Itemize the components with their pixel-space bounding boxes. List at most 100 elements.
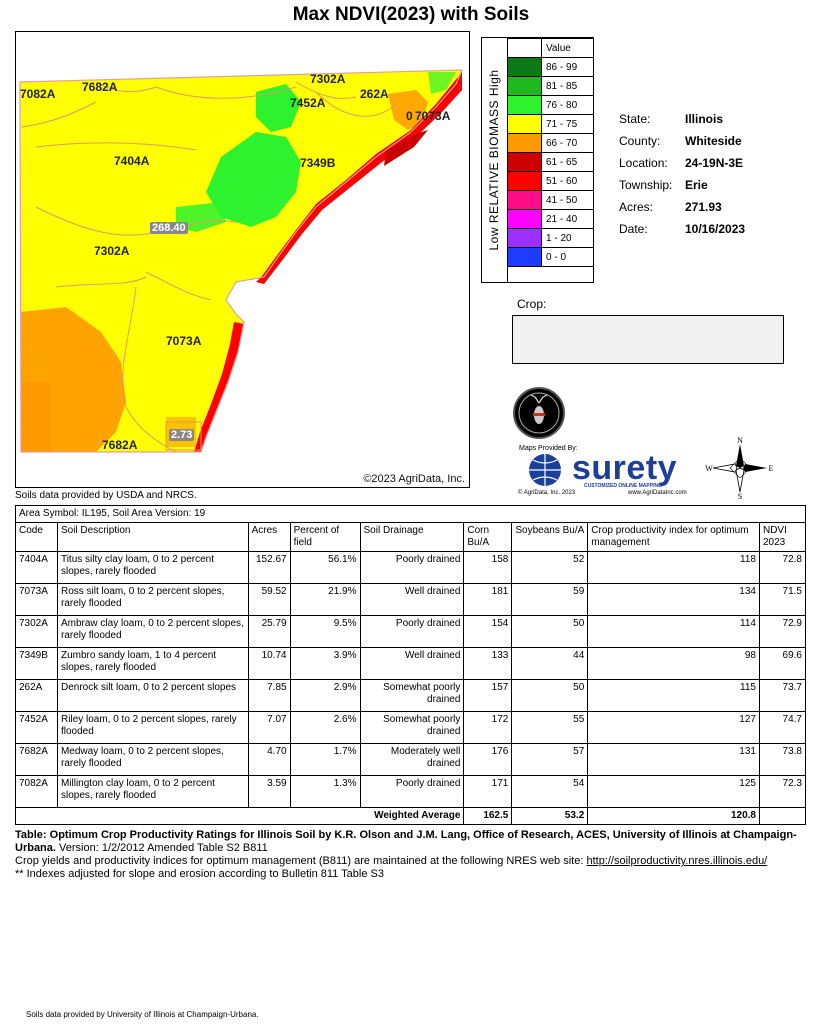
cell-pct: 1.3% bbox=[289, 775, 361, 808]
cell-drainage: Poorly drained bbox=[359, 615, 465, 648]
cell-soy: 50 bbox=[511, 679, 589, 712]
header-code: Code bbox=[15, 522, 58, 552]
township-key: Township: bbox=[619, 178, 673, 192]
date-key: Date: bbox=[619, 222, 648, 236]
soil-table: Area Symbol: IL195, Soil Area Version: 1… bbox=[14, 505, 807, 825]
compass-rose-icon: N S E W bbox=[705, 436, 775, 501]
map-copyright: ©2023 AgriData, Inc. bbox=[363, 473, 465, 485]
table-footnotes: Table: Optimum Crop Productivity Ratings… bbox=[15, 829, 810, 881]
map-label-zero: 0 bbox=[406, 109, 413, 123]
location-value: 24-19N-3E bbox=[685, 156, 744, 170]
nres-link[interactable]: http://soilproductivity.nres.illinois.ed… bbox=[586, 855, 768, 867]
weighted-corn: 162.5 bbox=[463, 807, 513, 825]
legend-swatch bbox=[507, 152, 542, 172]
legend-header: Value bbox=[541, 38, 594, 58]
weighted-ndvi bbox=[758, 807, 807, 825]
cell-drainage: Well drained bbox=[359, 647, 465, 680]
county-key: County: bbox=[619, 134, 661, 148]
cell-desc: Millington clay loam, 0 to 2 percent slo… bbox=[56, 775, 249, 808]
legend-range: 71 - 75 bbox=[541, 114, 594, 134]
header-drainage: Soil Drainage bbox=[359, 522, 465, 552]
acres-key: Acres: bbox=[619, 200, 654, 214]
cell-drainage: Well drained bbox=[359, 583, 465, 616]
header-acres: Acres bbox=[247, 522, 291, 552]
legend-row: 0 - 0 bbox=[507, 247, 594, 267]
cell-cpi: 118 bbox=[587, 551, 760, 584]
header-desc: Soil Description bbox=[56, 522, 249, 552]
cell-pct: 1.7% bbox=[289, 743, 361, 776]
legend-row: 61 - 65 bbox=[507, 152, 594, 172]
weighted-soy: 53.2 bbox=[511, 807, 589, 825]
cell-drainage: Somewhat poorly drained bbox=[359, 711, 465, 744]
acres-value: 271.93 bbox=[685, 200, 722, 214]
ndvi-map[interactable]: 7082A 7682A 7302A 7452A 262A 0 7073A 740… bbox=[15, 31, 470, 488]
cell-desc: Ambraw clay loam, 0 to 2 percent slopes,… bbox=[56, 615, 249, 648]
table-row: 7452A Riley loam, 0 to 2 percent slopes, … bbox=[15, 711, 807, 744]
legend-range: 81 - 85 bbox=[541, 76, 594, 96]
cell-ndvi: 69.6 bbox=[758, 647, 807, 680]
cell-acres: 25.79 bbox=[247, 615, 291, 648]
header-ndvi: NDVI 2023 bbox=[758, 522, 807, 552]
legend-row: 71 - 75 bbox=[507, 114, 594, 134]
footnote-1: Table: Optimum Crop Productivity Ratings… bbox=[15, 829, 810, 855]
footnote-2-text: Crop yields and productivity indices for… bbox=[15, 855, 587, 867]
soil-label-262A: 262A bbox=[360, 87, 389, 101]
cell-acres: 59.52 bbox=[247, 583, 291, 616]
cell-soy: 44 bbox=[511, 647, 589, 680]
legend-swatch bbox=[507, 171, 542, 191]
cell-acres: 10.74 bbox=[247, 647, 291, 680]
weighted-label: Weighted Average bbox=[14, 807, 465, 825]
cell-ndvi: 72.3 bbox=[758, 775, 807, 808]
map-graphic bbox=[19, 69, 463, 453]
cell-code: 7452A bbox=[15, 711, 58, 744]
header-pct: Percent of field bbox=[289, 522, 361, 552]
cell-ndvi: 71.5 bbox=[758, 583, 807, 616]
location-key: Location: bbox=[619, 156, 668, 170]
elevation-label-2: 2.73 bbox=[169, 429, 195, 441]
soil-label-7682A-bottom: 7682A bbox=[102, 438, 138, 452]
legend-header-row: Value bbox=[507, 38, 594, 58]
cell-ndvi: 72.8 bbox=[758, 551, 807, 584]
legend-swatch bbox=[507, 76, 542, 96]
header-corn: Corn Bu/A bbox=[463, 522, 513, 552]
township-value: Erie bbox=[685, 178, 708, 192]
legend-range: 66 - 70 bbox=[541, 133, 594, 153]
cell-code: 7073A bbox=[15, 583, 58, 616]
cell-acres: 7.85 bbox=[247, 679, 291, 712]
table-row: 7082A Millington clay loam, 0 to 2 percen… bbox=[15, 775, 807, 808]
crop-box bbox=[512, 315, 784, 364]
cell-pct: 21.9% bbox=[289, 583, 361, 616]
legend-row: 21 - 40 bbox=[507, 209, 594, 229]
county-value: Whiteside bbox=[685, 134, 742, 148]
maps-provided-by: Maps Provided By: bbox=[519, 445, 578, 452]
table-row: 7404A Titus silty clay loam, 0 to 2 perce… bbox=[15, 551, 807, 584]
table-row: 7349B Zumbro sandy loam, 1 to 4 percent s… bbox=[15, 647, 807, 680]
cell-cpi: 127 bbox=[587, 711, 760, 744]
cell-pct: 56.1% bbox=[289, 551, 361, 584]
legend-range: 41 - 50 bbox=[541, 190, 594, 210]
legend-range: 86 - 99 bbox=[541, 57, 594, 77]
cell-desc: Riley loam, 0 to 2 percent slopes, rarel… bbox=[56, 711, 249, 744]
soil-label-7452A: 7452A bbox=[290, 96, 326, 110]
cell-code: 7349B bbox=[15, 647, 58, 680]
legend-table: Value 86 - 99 81 - 85 76 - 80 71 - 75 66 - 7… bbox=[507, 38, 594, 267]
compass-w: W bbox=[705, 464, 713, 473]
legend-row: 51 - 60 bbox=[507, 171, 594, 191]
cell-desc: Denrock silt loam, 0 to 2 percent slopes bbox=[56, 679, 249, 712]
table-row: 7302A Ambraw clay loam, 0 to 2 percent sl… bbox=[15, 615, 807, 648]
cell-cpi: 114 bbox=[587, 615, 760, 648]
cell-corn: 172 bbox=[463, 711, 513, 744]
state-value: Illinois bbox=[685, 112, 724, 126]
compass-e: E bbox=[769, 464, 774, 473]
legend-swatch bbox=[507, 95, 542, 115]
cell-soy: 57 bbox=[511, 743, 589, 776]
surety-tagline: CUSTOMIZED ONLINE MAPPING bbox=[584, 483, 662, 489]
legend-swatch bbox=[507, 247, 542, 267]
footnote-2: Crop yields and productivity indices for… bbox=[15, 855, 810, 868]
cell-soy: 54 bbox=[511, 775, 589, 808]
header-cpi: Crop productivity index for optimum mana… bbox=[587, 522, 760, 552]
cell-cpi: 131 bbox=[587, 743, 760, 776]
cell-acres: 152.67 bbox=[247, 551, 291, 584]
cell-code: 7082A bbox=[15, 775, 58, 808]
legend-range: 51 - 60 bbox=[541, 171, 594, 191]
